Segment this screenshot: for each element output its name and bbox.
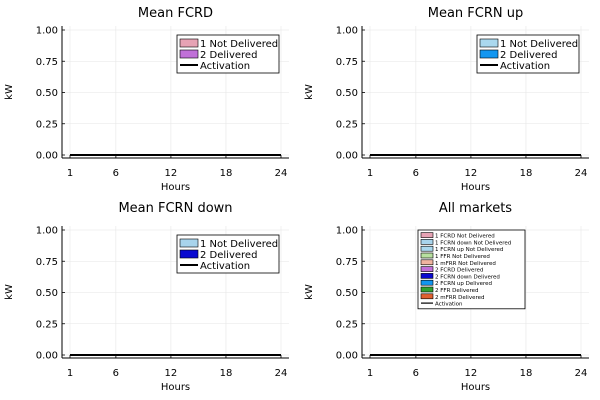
x-axis-label: Hours: [161, 382, 190, 393]
x-tick-label: 18: [220, 368, 233, 379]
x-tick-label: 24: [575, 368, 588, 379]
legend-label: 1 mFRR Not Delivered: [435, 261, 496, 267]
x-axis-label: Hours: [161, 182, 190, 193]
legend-label: 1 Not Delivered: [200, 39, 278, 50]
y-tick-label: 0.75: [336, 57, 358, 68]
legend-box: [417, 229, 526, 310]
legend-label: 2 FCRN up Delivered: [435, 281, 492, 287]
x-tick-label: 18: [520, 168, 533, 179]
x-tick-label: 1: [367, 168, 373, 179]
legend-label: Activation: [200, 261, 250, 272]
y-tick-label: 0.75: [336, 257, 358, 268]
x-axis-label: Hours: [461, 182, 490, 193]
chart-title: All markets: [439, 201, 512, 216]
y-axis-label: kW: [4, 284, 15, 300]
y-tick-label: 0.00: [336, 351, 358, 362]
y-tick-label: 0.00: [36, 151, 58, 162]
x-tick-label: 1: [67, 368, 73, 379]
y-axis-label: kW: [304, 84, 315, 100]
legend-swatch: [479, 49, 499, 59]
legend-swatch: [479, 38, 499, 48]
x-tick-label: 1: [367, 368, 373, 379]
x-tick-label: 6: [113, 368, 119, 379]
chart-panel-3: Mean FCRN down 0.00 0.25 0.50 0.75 1.00 1 6 12 18…: [4, 201, 289, 393]
legend-swatch: [420, 273, 434, 279]
y-tick-label: 0.00: [36, 351, 58, 362]
legend-label: 1 FCRD Not Delivered: [435, 234, 495, 240]
chart-title: Mean FCRN down: [118, 201, 232, 216]
x-tick-label: 6: [413, 368, 419, 379]
y-tick-label: 0.75: [36, 57, 58, 68]
x-tick-label: 6: [413, 168, 419, 179]
x-tick-label: 1: [67, 168, 73, 179]
y-tick-label: 0.25: [36, 119, 58, 130]
x-tick-label: 12: [165, 168, 178, 179]
y-tick-label: 0.25: [36, 319, 58, 330]
legend-swatch: [420, 245, 434, 252]
legend-swatch: [420, 279, 434, 286]
y-tick-label: 1.00: [336, 226, 358, 237]
legend-label: Activation: [435, 302, 463, 308]
x-tick-label: 12: [465, 168, 478, 179]
legend-swatch: [420, 252, 434, 259]
y-axis-label: kW: [4, 84, 15, 100]
legend-swatch: [420, 286, 434, 293]
legend-swatch: [420, 232, 434, 238]
legend-label: 2 mFRR Delivered: [435, 295, 485, 301]
y-tick-label: 0.00: [336, 151, 358, 162]
chart-title: Mean FCRN up: [428, 6, 524, 21]
chart-panel-2: Mean FCRN up 0.00 0.25 0.50 0.75 1.00 1 6 12 18 24…: [304, 6, 589, 193]
legend-label: 1 Not Delivered: [200, 239, 278, 250]
legend-label: 2 Delivered: [500, 50, 557, 61]
legend-label: 2 Delivered: [200, 50, 257, 61]
y-tick-label: 1.00: [336, 26, 358, 37]
legend-swatch: [420, 293, 434, 300]
y-tick-label: 0.25: [336, 319, 358, 330]
y-axis-label: kW: [304, 284, 315, 300]
x-tick-label: 18: [520, 368, 533, 379]
y-tick-label: 0.75: [36, 257, 58, 268]
legend-swatch: [420, 259, 434, 266]
y-tick-label: 0.50: [336, 288, 358, 299]
y-tick-label: 1.00: [36, 26, 58, 37]
legend-swatch: [179, 38, 199, 48]
legend-label: 1 FCRN down Not Delivered: [435, 240, 511, 246]
x-tick-label: 24: [275, 368, 288, 379]
x-tick-label: 24: [575, 168, 588, 179]
x-tick-label: 24: [275, 168, 288, 179]
y-tick-label: 0.25: [336, 119, 358, 130]
legend-label: Activation: [200, 61, 250, 72]
x-tick-label: 12: [465, 368, 478, 379]
legend-label: 2 FFR Delivered: [435, 288, 478, 294]
chart-panel-4: All markets 0.00 0.25 0.50 0.75 1.00 1 6 12 18 24 H…: [304, 201, 589, 393]
legend-label: Activation: [500, 61, 550, 72]
x-axis-label: Hours: [461, 382, 490, 393]
x-tick-label: 6: [113, 168, 119, 179]
y-tick-label: 0.50: [36, 88, 58, 99]
legend-label: 1 FCRN up Not Delivered: [435, 247, 503, 253]
legend-label: 1 Not Delivered: [500, 39, 578, 50]
legend-swatch: [179, 49, 199, 59]
legend-label: 1 FFR Not Delivered: [435, 254, 490, 260]
legend-label: 2 Delivered: [200, 250, 257, 261]
legend-swatch: [420, 239, 434, 245]
y-tick-label: 0.50: [36, 288, 58, 299]
x-tick-label: 12: [165, 368, 178, 379]
y-tick-label: 1.00: [36, 226, 58, 237]
legend-label: 2 FCRN down Delivered: [435, 274, 500, 280]
y-tick-label: 0.50: [336, 88, 358, 99]
legend-swatch: [179, 238, 199, 248]
chart-panel-1: Mean FCRD 0.00 0.25 0.50 0.75 1.00 1 6 12 18 24 Hou…: [4, 6, 289, 193]
legend-swatch: [179, 249, 199, 259]
legend-label: 2 FCRD Delivered: [435, 268, 483, 274]
legend-swatch: [420, 266, 434, 272]
chart-title: Mean FCRD: [138, 6, 213, 21]
x-tick-label: 18: [220, 168, 233, 179]
